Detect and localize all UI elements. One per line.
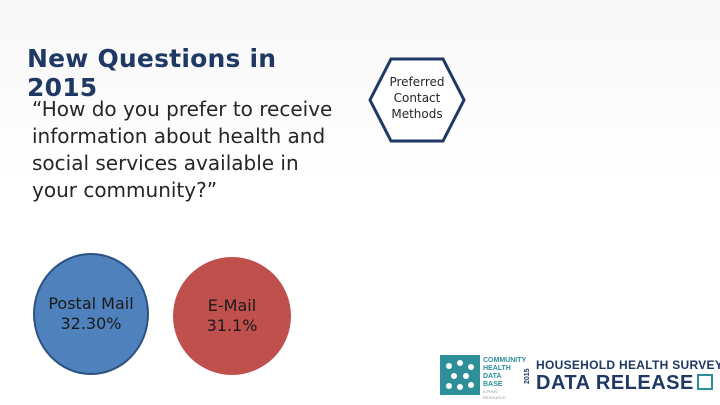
logo-org-line: DATA BASE [483,373,503,388]
line-chart-icon [696,373,713,390]
hexagon-line: Preferred [389,75,445,89]
logo-org-sub: A PHMC RESOURCE [483,389,506,400]
hexagon-shape [368,57,466,143]
data-release-logo: COMMUNITY HEALTH DATA BASE A PHMC RESOUR… [440,355,720,401]
hexagon-line: Methods [391,107,443,121]
logo-org-line: COMMUNITY [483,357,527,364]
email-bubble: E-Mail 31.1% [173,257,291,375]
survey-question: “How do you prefer to receive informatio… [32,97,333,202]
logo-survey-title: HOUSEHOLD HEALTH SURVEY [536,358,720,372]
logo-data-release-text: DATA RELEASE [536,372,694,394]
bubble-label: Postal Mail [48,294,134,313]
community-health-logo-icon [440,355,480,395]
bubble-value: 32.30% [60,314,122,333]
logo-org-line: HEALTH [483,365,511,372]
postal-mail-bubble: Postal Mail 32.30% [33,253,149,375]
bubble-label: E-Mail [207,296,257,315]
logo-year: 2015 [524,368,531,384]
slide-title: New Questions in 2015 [27,44,277,102]
logo-data-release: DATA RELEASE [536,372,713,395]
logo-org-name: COMMUNITY HEALTH DATA BASE A PHMC RESOUR… [483,357,527,401]
preferred-contact-hexagon: Preferred Contact Methods [367,56,467,144]
bubble-value: 31.1% [206,316,258,335]
hexagon-label: Preferred Contact Methods [377,74,457,122]
hexagon-line: Contact [393,91,441,105]
